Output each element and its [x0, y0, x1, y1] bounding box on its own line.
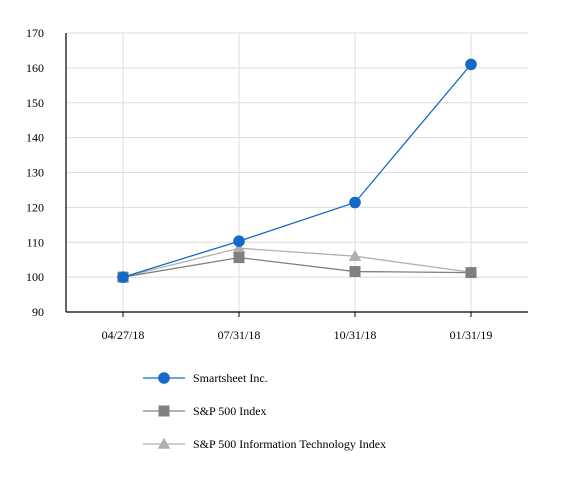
y-tick-label: 150: [26, 96, 44, 110]
data-point: [232, 241, 246, 253]
legend-marker: [157, 437, 171, 449]
y-tick-label: 100: [26, 270, 44, 284]
data-point: [117, 271, 129, 283]
data-point: [348, 249, 362, 261]
legend-marker: [158, 405, 170, 417]
legend-label: Smartsheet Inc.: [193, 371, 268, 385]
series-line: [122, 63, 472, 278]
x-axis-tick-labels: 04/27/18 07/31/18 10/31/18 01/31/19: [102, 328, 493, 342]
legend-label: S&P 500 Information Technology Index: [193, 437, 386, 451]
data-point: [233, 252, 245, 264]
x-tick-label: 04/27/18: [102, 328, 145, 342]
data-point: [349, 196, 361, 209]
series-line: [122, 247, 472, 278]
gridlines: [66, 32, 528, 312]
y-tick-label: 130: [26, 166, 44, 180]
legend-entry: Smartsheet Inc.: [143, 371, 268, 385]
data-point: [465, 267, 477, 279]
y-tick-label: 170: [26, 26, 44, 40]
x-tick-label: 07/31/18: [218, 328, 261, 342]
data-point: [349, 266, 361, 278]
y-tick-label: 90: [32, 305, 44, 319]
data-point: [465, 58, 477, 71]
legend-marker: [158, 372, 170, 384]
x-tick-label: 10/31/18: [334, 328, 377, 342]
series-line: [122, 256, 472, 278]
legend-label: S&P 500 Index: [193, 404, 267, 418]
y-tick-label: 120: [26, 200, 44, 214]
y-tick-label: 140: [26, 131, 44, 145]
x-tick-label: 01/31/19: [450, 328, 493, 342]
data-point: [233, 235, 245, 248]
legend-entry: S&P 500 Index: [143, 404, 267, 418]
y-axis-tick-labels: 90 100 110 120 130 140 150 160 170: [26, 26, 44, 319]
legend-entry: S&P 500 Information Technology Index: [143, 437, 386, 451]
axes: [65, 33, 528, 317]
legend: Smartsheet Inc. S&P 500 Index S&P 500 Info…: [143, 371, 386, 451]
series-layer: [116, 58, 478, 283]
y-tick-label: 110: [26, 235, 44, 249]
y-tick-label: 160: [26, 61, 44, 75]
